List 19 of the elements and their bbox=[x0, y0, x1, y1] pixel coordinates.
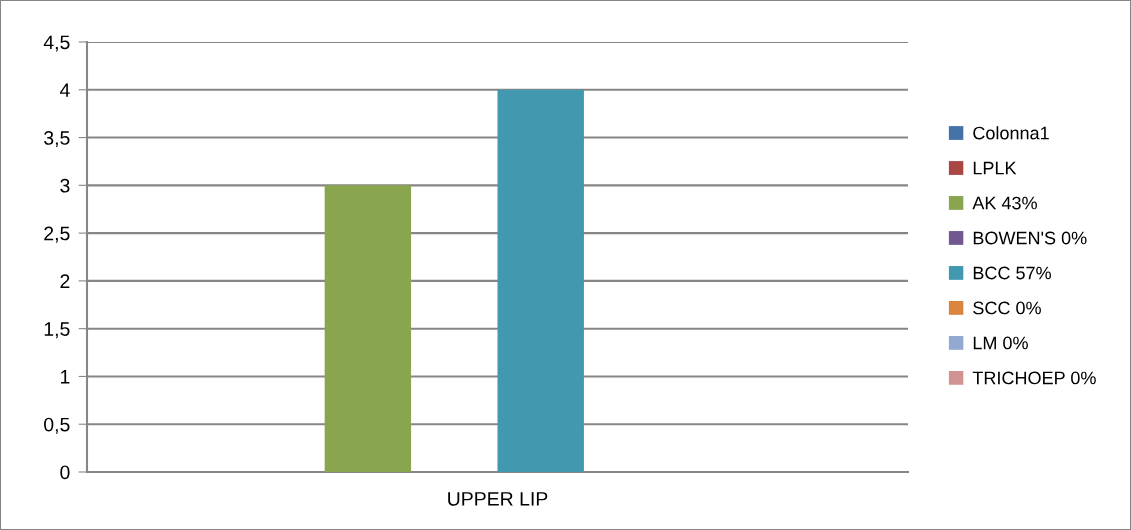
legend-label: LPLK bbox=[973, 161, 1017, 175]
legend-label: SCC 0% bbox=[973, 301, 1041, 315]
legend-label: AK 43% bbox=[972, 196, 1037, 210]
y-tick-label: 2,5 bbox=[44, 226, 70, 243]
legend-label: LM 0% bbox=[973, 336, 1028, 350]
y-tick-label: 1,5 bbox=[44, 322, 70, 339]
x-tick-label: UPPER LIP bbox=[448, 492, 548, 506]
y-tick-label: 2 bbox=[60, 274, 70, 288]
legend-label: Colonna1 bbox=[973, 126, 1049, 140]
legend-label: BCC 57% bbox=[973, 266, 1051, 280]
y-tick-label: 0,5 bbox=[44, 417, 70, 434]
legend-label: BOWEN'S 0% bbox=[973, 231, 1087, 245]
y-tick-label: 3,5 bbox=[44, 131, 70, 148]
y-tick-label: 4 bbox=[59, 83, 70, 97]
legend-label: TRICHOEP 0% bbox=[972, 371, 1096, 385]
y-tick-label: 3 bbox=[60, 178, 70, 193]
y-tick-label: 0 bbox=[60, 465, 70, 480]
y-tick-label: 1 bbox=[61, 370, 70, 384]
y-tick-label: 4,5 bbox=[43, 35, 70, 52]
